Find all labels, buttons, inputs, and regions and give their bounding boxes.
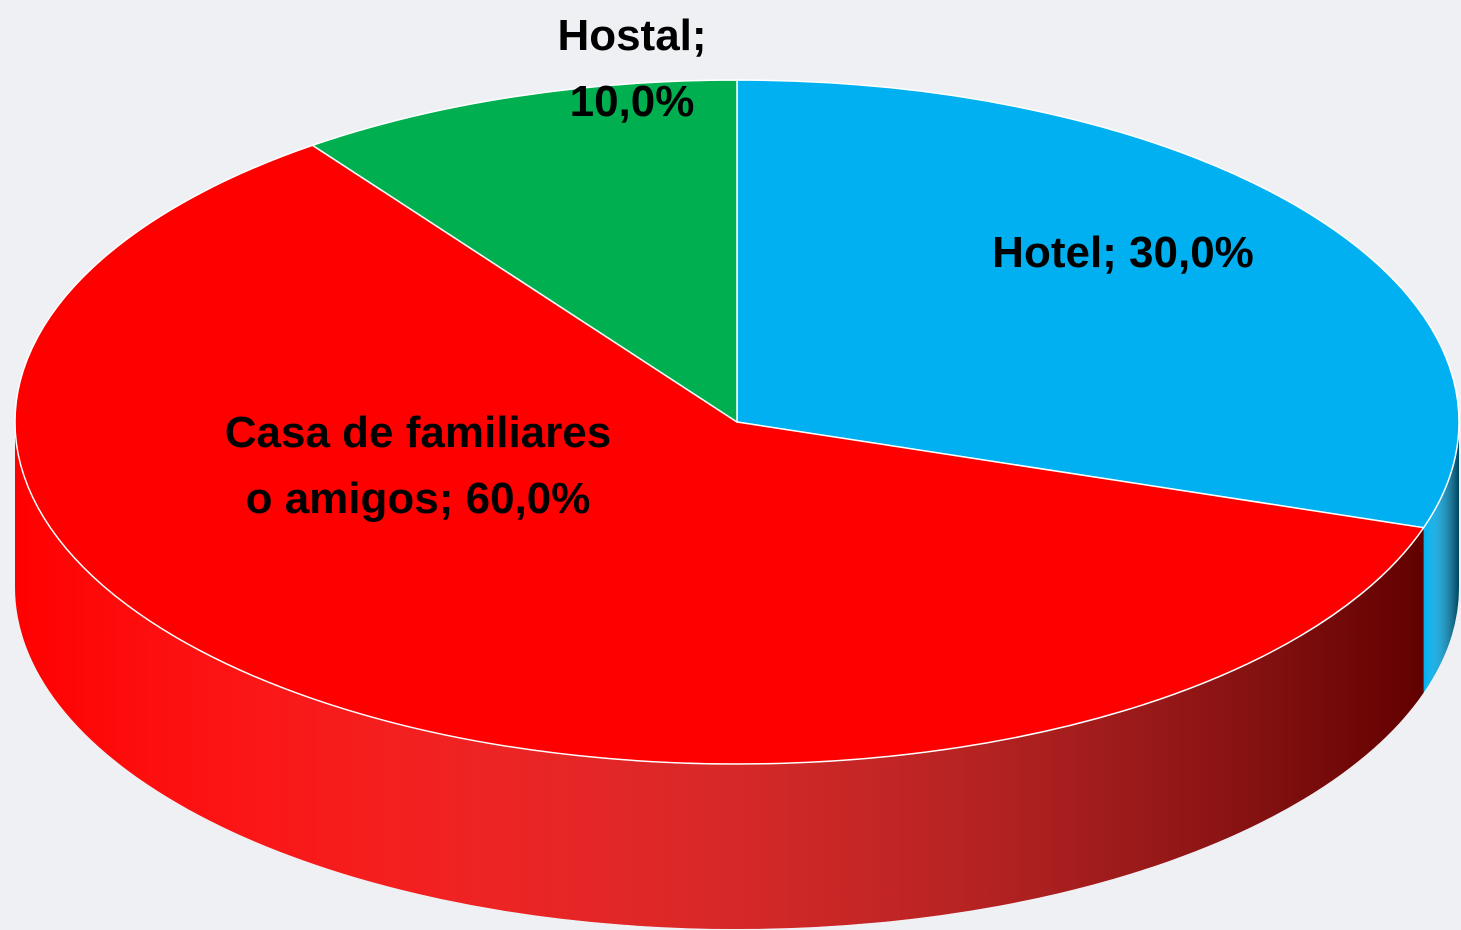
- slice: [14, 144, 1425, 765]
- data-label: Hostal; 10,0%: [557, 11, 706, 126]
- data-label: Hotel; 30,0%: [992, 228, 1254, 277]
- label-line: o amigos; 60,0%: [246, 474, 591, 523]
- data-label: Casa de familiares o amigos; 60,0%: [225, 408, 611, 523]
- slice: [736, 79, 1460, 529]
- pie-tops: [14, 79, 1460, 765]
- label-line: Casa de familiares: [225, 408, 611, 457]
- pie-sides: [15, 422, 1459, 929]
- label-line: Hostal;: [557, 11, 706, 60]
- slice-side-shade: [15, 422, 1424, 929]
- data-labels: Hotel; 30,0% Casa de familiares o amigos; …: [225, 11, 1254, 523]
- slice: [311, 79, 738, 423]
- label-line: Hotel; 30,0%: [992, 228, 1254, 277]
- label-line: 10,0%: [570, 77, 695, 126]
- slice-side-shade: [1423, 422, 1459, 693]
